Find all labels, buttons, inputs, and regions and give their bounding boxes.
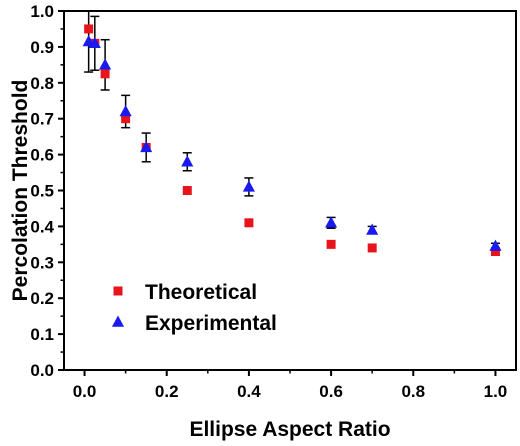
y-tick-label: 0.5 xyxy=(30,182,54,201)
experimental-point xyxy=(242,180,255,192)
x-tick-label: 0.4 xyxy=(237,382,261,401)
legend: Theoretical Experimental xyxy=(111,281,277,335)
x-tick-label: 1.0 xyxy=(484,382,508,401)
y-tick-label: 0.9 xyxy=(30,38,54,57)
y-tick-label: 0.0 xyxy=(30,361,54,380)
theoretical-point xyxy=(182,186,192,195)
experimental-point xyxy=(181,155,194,167)
x-axis: 0.0 0.2 0.4 0.6 0.8 1.0 xyxy=(73,370,508,401)
theoretical-point xyxy=(84,24,94,34)
experimental-point xyxy=(489,239,502,251)
y-tick-label: 0.1 xyxy=(30,325,54,344)
y-tick-label: 1.0 xyxy=(30,2,54,21)
x-axis-title: Ellipse Aspect Ratio xyxy=(189,418,390,441)
y-tick-label: 0.7 xyxy=(30,110,54,129)
x-tick-label: 0.0 xyxy=(73,382,97,401)
experimental-point xyxy=(325,216,338,228)
y-tick-label: 0.6 xyxy=(30,146,54,165)
legend-label: Theoretical xyxy=(145,281,257,304)
y-tick-label: 0.8 xyxy=(30,74,54,93)
theoretical-point xyxy=(244,218,254,228)
experimental-point xyxy=(366,223,379,235)
plot-frame xyxy=(63,10,517,371)
data-marks xyxy=(82,24,502,257)
legend-square-icon xyxy=(113,286,123,296)
y-axis: 0.0 0.1 0.2 0.3 0.4 0.5 0.6 0.7 0.8 0.9 1.0 xyxy=(30,2,64,380)
experimental-point xyxy=(119,105,132,117)
y-tick-label: 0.2 xyxy=(30,289,54,308)
experimental-point xyxy=(99,58,112,70)
y-tick-label: 0.3 xyxy=(30,253,54,272)
legend-label: Experimental xyxy=(145,312,277,335)
y-tick-label: 0.4 xyxy=(30,217,54,236)
x-tick-label: 0.2 xyxy=(155,382,179,401)
y-axis-title: Percolation Threshold xyxy=(9,80,32,302)
plot-border xyxy=(63,10,517,371)
legend-triangle-icon xyxy=(111,315,125,327)
experimental-point xyxy=(88,36,101,49)
theoretical-point xyxy=(100,69,110,79)
x-tick-label: 0.6 xyxy=(319,382,343,401)
theoretical-point xyxy=(121,114,131,124)
theoretical-point xyxy=(326,239,336,249)
error-bars xyxy=(84,10,500,250)
x-tick-label: 0.8 xyxy=(401,382,425,401)
theoretical-point xyxy=(367,243,377,253)
theoretical-point xyxy=(490,247,500,257)
experimental-point xyxy=(140,140,153,153)
